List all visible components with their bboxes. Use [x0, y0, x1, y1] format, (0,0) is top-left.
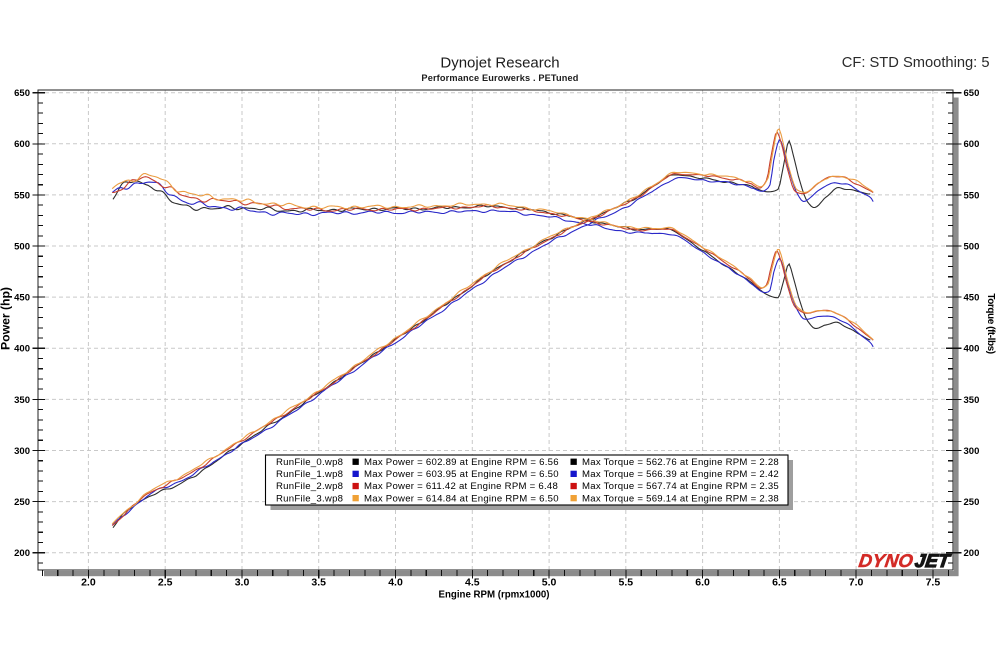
svg-text:350: 350 — [14, 395, 30, 406]
svg-text:500: 500 — [14, 241, 30, 252]
svg-text:250: 250 — [964, 497, 980, 508]
svg-text:450: 450 — [14, 293, 30, 304]
svg-text:RunFile_3.wp8: RunFile_3.wp8 — [276, 493, 343, 504]
svg-text:600: 600 — [964, 139, 980, 150]
svg-text:6.5: 6.5 — [772, 577, 787, 589]
svg-text:4.0: 4.0 — [388, 577, 403, 589]
svg-text:DYNOJET: DYNOJET — [857, 550, 952, 571]
svg-text:CF: STD Smoothing: 5: CF: STD Smoothing: 5 — [842, 55, 990, 71]
svg-text:Max Power = 614.84 at Engine R: Max Power = 614.84 at Engine RPM = 6.50 — [364, 493, 559, 504]
svg-text:Max Torque = 567.74 at Engine: Max Torque = 567.74 at Engine RPM = 2.35 — [582, 481, 779, 492]
svg-text:400: 400 — [964, 344, 980, 355]
svg-text:7.0: 7.0 — [849, 577, 864, 589]
svg-text:7.5: 7.5 — [926, 577, 941, 589]
svg-text:350: 350 — [964, 395, 980, 406]
svg-text:200: 200 — [964, 548, 980, 559]
svg-text:3.0: 3.0 — [235, 577, 250, 589]
svg-text:Power (hp): Power (hp) — [0, 287, 13, 350]
svg-text:650: 650 — [14, 88, 30, 99]
svg-text:2.5: 2.5 — [158, 577, 173, 589]
svg-text:Performance Eurowerks . PETune: Performance Eurowerks . PETuned — [421, 73, 578, 83]
svg-text:Max Torque = 562.76 at Engine: Max Torque = 562.76 at Engine RPM = 2.28 — [582, 457, 779, 468]
svg-text:5.0: 5.0 — [542, 577, 557, 589]
svg-text:200: 200 — [14, 548, 30, 559]
svg-text:550: 550 — [14, 190, 30, 201]
svg-text:450: 450 — [964, 293, 980, 304]
svg-text:3.5: 3.5 — [311, 577, 326, 589]
svg-text:Dynojet Research: Dynojet Research — [440, 55, 559, 72]
svg-text:250: 250 — [14, 497, 30, 508]
svg-text:600: 600 — [14, 139, 30, 150]
svg-text:300: 300 — [14, 446, 30, 457]
svg-text:Max Power = 603.95 at Engine R: Max Power = 603.95 at Engine RPM = 6.50 — [364, 469, 559, 480]
svg-text:Max Torque = 569.14 at Engine: Max Torque = 569.14 at Engine RPM = 2.38 — [582, 493, 779, 504]
svg-text:400: 400 — [14, 344, 30, 355]
svg-text:550: 550 — [964, 190, 980, 201]
svg-text:Torque (ft-lbs): Torque (ft-lbs) — [985, 293, 996, 353]
svg-text:RunFile_2.wp8: RunFile_2.wp8 — [276, 481, 343, 492]
svg-text:650: 650 — [964, 88, 980, 99]
svg-text:6.0: 6.0 — [695, 577, 710, 589]
svg-text:Engine RPM (rpmx1000): Engine RPM (rpmx1000) — [439, 590, 550, 601]
svg-text:500: 500 — [964, 241, 980, 252]
svg-text:300: 300 — [964, 446, 980, 457]
svg-text:RunFile_0.wp8: RunFile_0.wp8 — [276, 457, 343, 468]
svg-text:5.5: 5.5 — [618, 577, 633, 589]
svg-text:Max Power = 611.42 at Engine R: Max Power = 611.42 at Engine RPM = 6.48 — [364, 481, 558, 492]
svg-text:Max Power = 602.89 at Engine R: Max Power = 602.89 at Engine RPM = 6.56 — [364, 457, 559, 468]
svg-text:RunFile_1.wp8: RunFile_1.wp8 — [276, 469, 343, 480]
svg-text:2.0: 2.0 — [81, 577, 96, 589]
svg-text:4.5: 4.5 — [465, 577, 480, 589]
svg-text:Max Torque = 566.39 at Engine: Max Torque = 566.39 at Engine RPM = 2.42 — [582, 469, 779, 480]
